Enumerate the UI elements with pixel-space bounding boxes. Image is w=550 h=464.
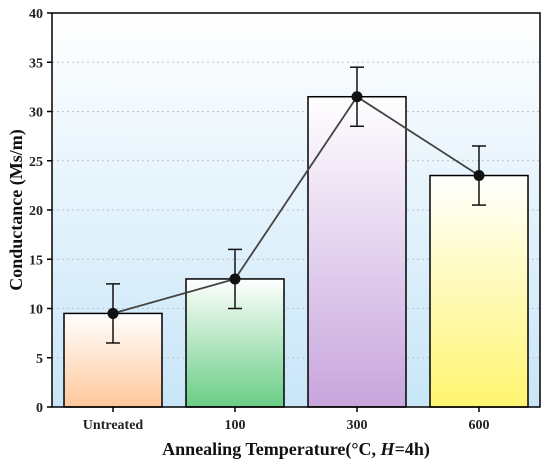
- bars: [63, 95, 529, 408]
- y-tick-label: 20: [29, 204, 43, 219]
- x-axis-title-italic: H: [380, 439, 396, 459]
- y-tick-label: 35: [29, 56, 43, 71]
- bar-3: [429, 174, 529, 408]
- x-tick-label-1: 100: [225, 418, 246, 433]
- data-point-2: [351, 91, 363, 103]
- data-point-0: [107, 307, 119, 319]
- x-tick-label-3: 600: [469, 418, 490, 433]
- x-axis-title-part3: =4h): [395, 439, 430, 460]
- y-tick-label: 0: [36, 401, 43, 416]
- y-axis-title: Conductance (Ms/m): [6, 129, 27, 290]
- data-points: [107, 91, 485, 319]
- y-tick-label: 10: [29, 303, 43, 318]
- data-point-3: [473, 170, 485, 182]
- y-tick-label: 30: [29, 106, 43, 121]
- y-tick-label: 5: [36, 352, 43, 367]
- y-axis: 0 5 10 15 20 25 30 35 40: [29, 7, 52, 416]
- x-tick-label-0: Untreated: [83, 418, 144, 433]
- x-axis-title-part1: Annealing Temperature(°C,: [162, 439, 380, 460]
- trend-polyline: [112, 95, 480, 315]
- x-axis-title: Annealing Temperature(°C, H=4h): [162, 439, 430, 460]
- bar-2: [307, 95, 407, 408]
- x-axis: Untreated 100 300 600: [83, 407, 490, 433]
- data-point-1: [229, 273, 241, 285]
- y-tick-label: 25: [29, 155, 43, 170]
- trend-line: [112, 95, 480, 315]
- y-tick-label: 40: [29, 7, 43, 22]
- y-tick-label: 15: [29, 253, 43, 268]
- x-tick-label-2: 300: [347, 418, 368, 433]
